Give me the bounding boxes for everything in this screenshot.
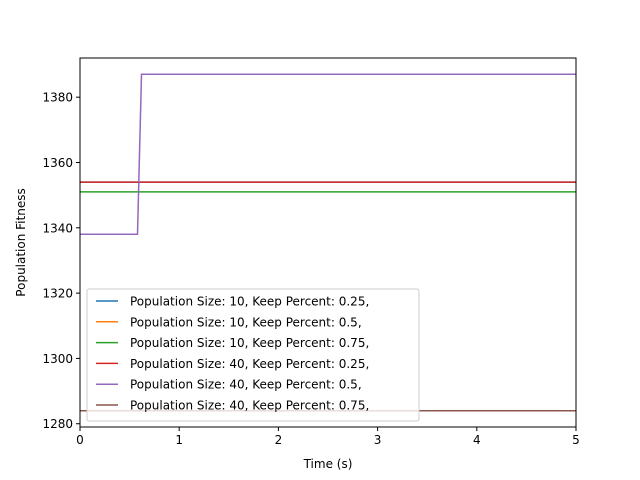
- legend-label-5: Population Size: 40, Keep Percent: 0.75,: [130, 399, 369, 413]
- x-tick-label-5: 5: [572, 433, 580, 447]
- tick-layer: 0 1 2 3 4 5 1280 1300 1320 1340 1360 1380: [42, 91, 579, 447]
- y-tick-label-3: 1340: [42, 221, 73, 235]
- x-axis-label: Time (s): [303, 457, 353, 471]
- y-tick-label-5: 1380: [42, 91, 73, 105]
- y-tick-label-1: 1300: [42, 352, 73, 366]
- y-tick-label-2: 1320: [42, 287, 73, 301]
- y-tick-label-4: 1360: [42, 156, 73, 170]
- legend-label-1: Population Size: 10, Keep Percent: 0.5,: [130, 315, 362, 329]
- x-tick-label-2: 2: [275, 433, 283, 447]
- legend-box: [86, 288, 420, 422]
- legend-label-2: Population Size: 10, Keep Percent: 0.75,: [130, 336, 369, 350]
- legend-label-4: Population Size: 40, Keep Percent: 0.5,: [130, 378, 362, 392]
- x-tick-label-3: 3: [374, 433, 382, 447]
- x-tick-label-1: 1: [175, 433, 183, 447]
- plot-frame: [79, 57, 577, 428]
- x-tick-label-0: 0: [76, 433, 84, 447]
- y-tick-label-0: 1280: [42, 417, 73, 431]
- legend-label-3: Population Size: 40, Keep Percent: 0.25,: [130, 357, 369, 371]
- y-axis-label: Population Fitness: [14, 188, 28, 296]
- legend-label-0: Population Size: 10, Keep Percent: 0.25,: [130, 295, 369, 309]
- legend: Population Size: 10, Keep Percent: 0.25,…: [86, 288, 420, 422]
- series-line-4: [80, 73, 576, 236]
- x-tick-label-4: 4: [473, 433, 481, 447]
